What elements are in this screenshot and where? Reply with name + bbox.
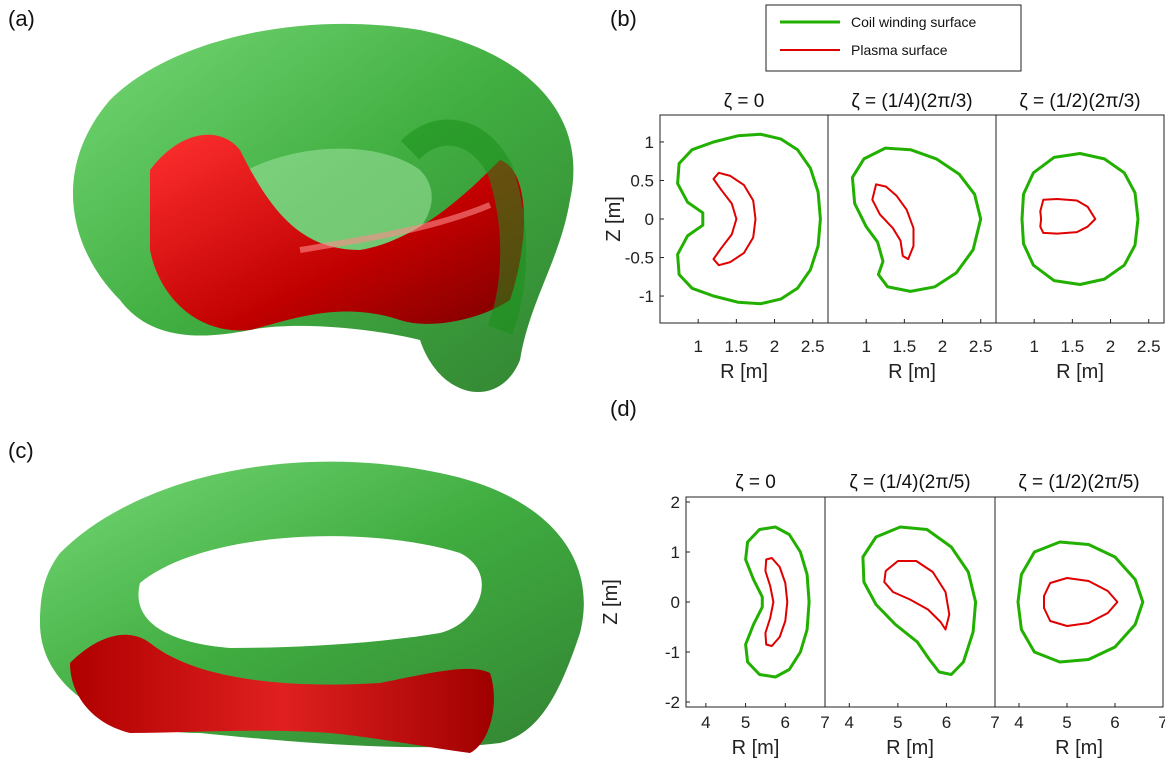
y-tick-label: 0 bbox=[645, 210, 654, 229]
render-3d-a bbox=[72, 23, 574, 393]
subplot-title: ζ = (1/2)(2π/3) bbox=[1019, 91, 1140, 112]
coil-hole bbox=[138, 536, 482, 648]
plasma-surface-curve bbox=[1039, 198, 1097, 235]
coil-overlay bbox=[400, 119, 527, 335]
x-tick-label: 1 bbox=[693, 337, 702, 356]
x-tick-label: 6 bbox=[1110, 713, 1119, 732]
legend: Coil winding surface Plasma surface bbox=[765, 4, 1022, 72]
coil-surface-curve bbox=[861, 525, 978, 676]
x-axis-label: R [m] bbox=[720, 361, 768, 383]
plasma-surface-curve bbox=[712, 171, 757, 267]
x-tick-label: 2 bbox=[938, 337, 947, 356]
x-tick-label: 4 bbox=[701, 713, 710, 732]
x-tick-label: 6 bbox=[781, 713, 790, 732]
legend-label-coil: Coil winding surface bbox=[851, 14, 976, 30]
panel-label-b: (b) bbox=[610, 6, 637, 31]
y-axis-label: Z [m] bbox=[603, 196, 625, 242]
x-tick-label: 1.5 bbox=[893, 337, 917, 356]
x-axis-label: R [m] bbox=[1055, 737, 1103, 759]
x-tick-label: 6 bbox=[942, 713, 951, 732]
plasma-surface-curve bbox=[883, 560, 951, 631]
x-tick-label: 5 bbox=[741, 713, 750, 732]
x-tick-label: 4 bbox=[845, 713, 854, 732]
coil-surface-curve bbox=[850, 146, 983, 293]
chart-b: Z [m] 1 0.5 0 -0.5 -1 ζ = 0 1 1.5 2 2.5 R [m] ζ = (1… bbox=[603, 91, 1165, 383]
subplot-title: ζ = (1/4)(2π/5) bbox=[849, 472, 970, 493]
legend-label-plasma: Plasma surface bbox=[851, 42, 948, 58]
x-tick-label: 7 bbox=[990, 713, 999, 732]
subplot-title: ζ = 0 bbox=[724, 91, 765, 112]
plasma-surface-curve bbox=[764, 557, 789, 647]
x-axis-label: R [m] bbox=[886, 737, 934, 759]
plasma-surface-3d bbox=[70, 634, 494, 753]
plasma-surface-curve bbox=[1043, 577, 1119, 627]
x-tick-label: 2 bbox=[1106, 337, 1115, 356]
x-tick-label: 5 bbox=[893, 713, 902, 732]
coil-surface-curve bbox=[1020, 152, 1140, 286]
panel-label-d: (d) bbox=[610, 396, 637, 421]
y-axis-label: Z [m] bbox=[600, 579, 622, 625]
y-tick-label: -1 bbox=[639, 287, 654, 306]
y-tick-label: 0.5 bbox=[630, 171, 654, 190]
coil-surface-curve bbox=[676, 132, 822, 306]
x-tick-label: 2.5 bbox=[1137, 337, 1161, 356]
subplot-frame bbox=[659, 114, 829, 324]
plasma-surface-curve bbox=[871, 183, 915, 261]
panel-label-a: (a) bbox=[8, 6, 35, 31]
legend-box bbox=[765, 4, 1022, 72]
y-tick-label: -0.5 bbox=[625, 249, 654, 268]
x-axis-label: R [m] bbox=[1056, 361, 1104, 383]
y-tick-label: 1 bbox=[645, 133, 654, 152]
coil-surface-curve bbox=[1016, 540, 1145, 664]
coil-surface-curve bbox=[744, 525, 811, 679]
subplot-title: ζ = (1/4)(2π/3) bbox=[851, 91, 972, 112]
x-tick-label: 4 bbox=[1014, 713, 1023, 732]
subplot-title: ζ = 0 bbox=[735, 472, 776, 493]
subplot-frame bbox=[685, 496, 826, 708]
x-tick-label: 1 bbox=[1029, 337, 1038, 356]
x-tick-label: 7 bbox=[1158, 713, 1165, 732]
subplot-frame bbox=[994, 496, 1164, 708]
chart-d: Z [m] 2 1 0 -1 -2 ζ = 0 4 5 6 7 R [m] ζ = (1/4)(2π/5… bbox=[600, 472, 1165, 759]
render-3d-c bbox=[40, 461, 584, 753]
plasma-highlight bbox=[299, 202, 492, 253]
x-axis-label: R [m] bbox=[732, 737, 780, 759]
panel-label-c: (c) bbox=[8, 438, 34, 463]
x-tick-label: 1.5 bbox=[725, 337, 749, 356]
x-tick-label: 5 bbox=[1062, 713, 1071, 732]
x-tick-label: 2.5 bbox=[969, 337, 993, 356]
x-tick-label: 2 bbox=[770, 337, 779, 356]
subplot-title: ζ = (1/2)(2π/5) bbox=[1018, 472, 1139, 493]
x-tick-label: 1.5 bbox=[1061, 337, 1085, 356]
y-tick-label: -1 bbox=[665, 643, 680, 662]
subplot-frame bbox=[995, 114, 1165, 324]
y-tick-label: -2 bbox=[665, 693, 680, 712]
y-tick-label: 1 bbox=[671, 543, 680, 562]
x-tick-label: 2.5 bbox=[801, 337, 825, 356]
y-tick-label: 2 bbox=[671, 493, 680, 512]
y-tick-label: 0 bbox=[671, 593, 680, 612]
x-tick-label: 7 bbox=[820, 713, 829, 732]
x-axis-label: R [m] bbox=[888, 361, 936, 383]
plasma-surface-3d bbox=[150, 134, 524, 331]
x-tick-label: 1 bbox=[861, 337, 870, 356]
